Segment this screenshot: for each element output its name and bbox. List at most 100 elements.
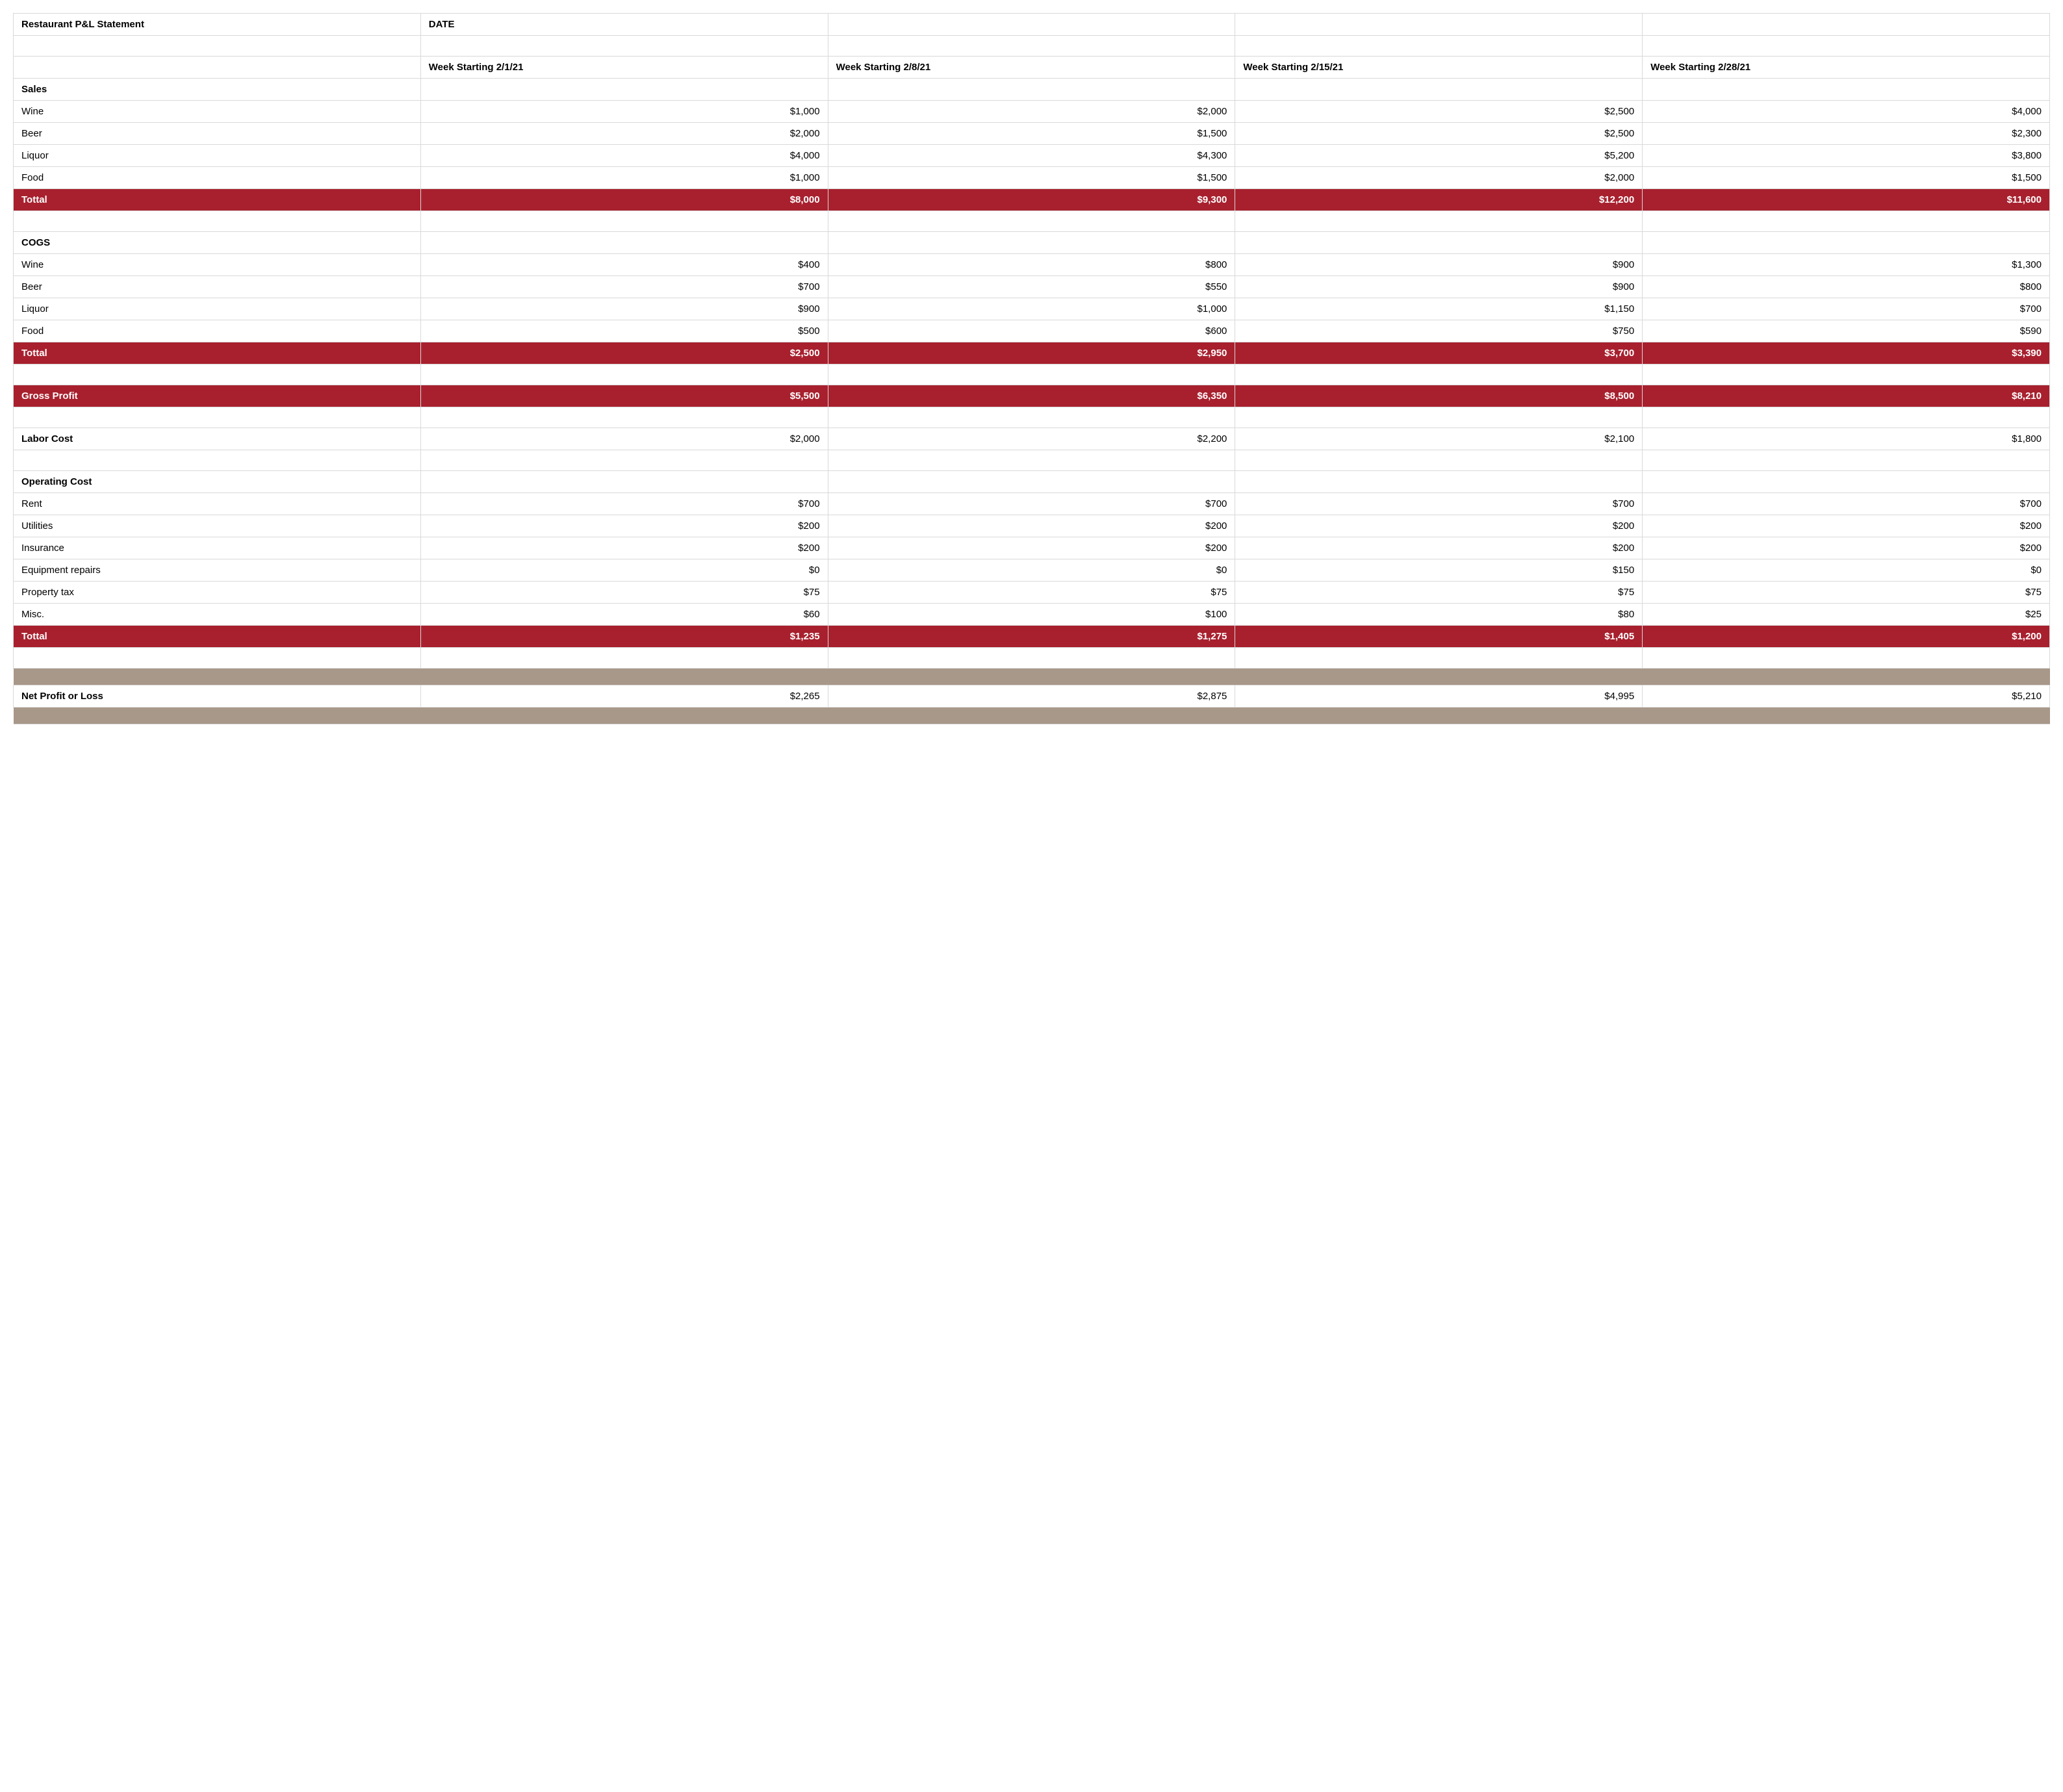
table-row: Week Starting 2/1/21Week Starting 2/8/21… [14, 57, 2050, 79]
value-cell: $200 [1235, 537, 1643, 559]
separator-row [14, 708, 2050, 724]
week-header: Week Starting 2/15/21 [1235, 57, 1643, 79]
cell [1235, 471, 1643, 493]
table-row: Rent$700$700$700$700 [14, 493, 2050, 515]
table-row: Food$1,000$1,500$2,000$1,500 [14, 167, 2050, 189]
value-cell: $60 [420, 604, 828, 626]
cell [1235, 79, 1643, 101]
cell [420, 471, 828, 493]
row-label: Rent [14, 493, 421, 515]
cell [1235, 211, 1643, 232]
value-cell: $590 [1643, 320, 2050, 342]
value-cell: $200 [420, 515, 828, 537]
row-label: Utilities [14, 515, 421, 537]
table-row: Wine$1,000$2,000$2,500$4,000 [14, 101, 2050, 123]
table-row: Beer$700$550$900$800 [14, 276, 2050, 298]
labor-cost-label: Labor Cost [14, 428, 421, 450]
empty [14, 407, 2050, 428]
cell [1643, 407, 2050, 428]
week-header: Week Starting 2/8/21 [828, 57, 1235, 79]
cell [420, 79, 828, 101]
total-row: Tottal$2,500$2,950$3,700$3,390 [14, 342, 2050, 365]
table-row: Utilities$200$200$200$200 [14, 515, 2050, 537]
value-cell: $2,000 [828, 101, 1235, 123]
value-cell: $700 [828, 493, 1235, 515]
cell [828, 79, 1235, 101]
cell [14, 365, 421, 385]
value-cell: $200 [828, 515, 1235, 537]
value-cell: $900 [1235, 276, 1643, 298]
cell [420, 450, 828, 471]
value-cell: $25 [1643, 604, 2050, 626]
total-value: $3,390 [1643, 342, 2050, 365]
table-row: Wine$400$800$900$1,300 [14, 254, 2050, 276]
value-cell: $1,500 [828, 123, 1235, 145]
cell [420, 365, 828, 385]
cell [1643, 211, 2050, 232]
table-row: COGS [14, 232, 2050, 254]
total-value: $2,500 [420, 342, 828, 365]
cell [420, 36, 828, 57]
value-cell: $0 [828, 559, 1235, 582]
row-label: Insurance [14, 537, 421, 559]
title-cell: Restaurant P&L Statement [14, 14, 421, 36]
cell [14, 648, 421, 669]
cell [1643, 232, 2050, 254]
total-value: $1,200 [1643, 626, 2050, 648]
separator-cell [14, 708, 2050, 724]
separator-cell [14, 669, 2050, 685]
value-cell: $200 [1643, 537, 2050, 559]
section-header: Operating Cost [14, 471, 421, 493]
value-cell: $1,000 [828, 298, 1235, 320]
cell [1643, 648, 2050, 669]
value-cell: $2,200 [828, 428, 1235, 450]
total-row: Gross Profit$5,500$6,350$8,500$8,210 [14, 385, 2050, 407]
value-cell: $400 [420, 254, 828, 276]
value-cell: $800 [828, 254, 1235, 276]
total-value: $1,235 [420, 626, 828, 648]
cell [828, 365, 1235, 385]
week-header: Week Starting 2/28/21 [1643, 57, 2050, 79]
value-cell: $4,000 [420, 145, 828, 167]
table-row: Operating Cost [14, 471, 2050, 493]
cell [14, 211, 421, 232]
cell [420, 211, 828, 232]
net-label: Net Profit or Loss [14, 685, 421, 708]
cell [828, 471, 1235, 493]
cell [1643, 450, 2050, 471]
total-value: $6,350 [828, 385, 1235, 407]
value-cell: $1,000 [420, 167, 828, 189]
row-label: Food [14, 320, 421, 342]
value-cell: $700 [1643, 298, 2050, 320]
total-value: $1,405 [1235, 626, 1643, 648]
value-cell: $2,000 [420, 123, 828, 145]
value-cell: $1,500 [1643, 167, 2050, 189]
cell [14, 36, 421, 57]
cell [828, 14, 1235, 36]
row-label: Liquor [14, 298, 421, 320]
cell [1235, 648, 1643, 669]
cell [828, 232, 1235, 254]
value-cell: $75 [420, 582, 828, 604]
total-value: $5,500 [420, 385, 828, 407]
total-label: Tottal [14, 342, 421, 365]
cell [1235, 14, 1643, 36]
value-cell: $1,150 [1235, 298, 1643, 320]
value-cell: $800 [1643, 276, 2050, 298]
value-cell: $2,265 [420, 685, 828, 708]
table-row: Property tax$75$75$75$75 [14, 582, 2050, 604]
value-cell: $500 [420, 320, 828, 342]
cell [1643, 79, 2050, 101]
total-value: $12,200 [1235, 189, 1643, 211]
cell [828, 648, 1235, 669]
separator-row [14, 669, 2050, 685]
total-value: $8,500 [1235, 385, 1643, 407]
total-value: $8,000 [420, 189, 828, 211]
total-value: $9,300 [828, 189, 1235, 211]
value-cell: $1,000 [420, 101, 828, 123]
value-cell: $2,875 [828, 685, 1235, 708]
value-cell: $0 [420, 559, 828, 582]
table-row: Insurance$200$200$200$200 [14, 537, 2050, 559]
cell [828, 36, 1235, 57]
value-cell: $200 [1235, 515, 1643, 537]
